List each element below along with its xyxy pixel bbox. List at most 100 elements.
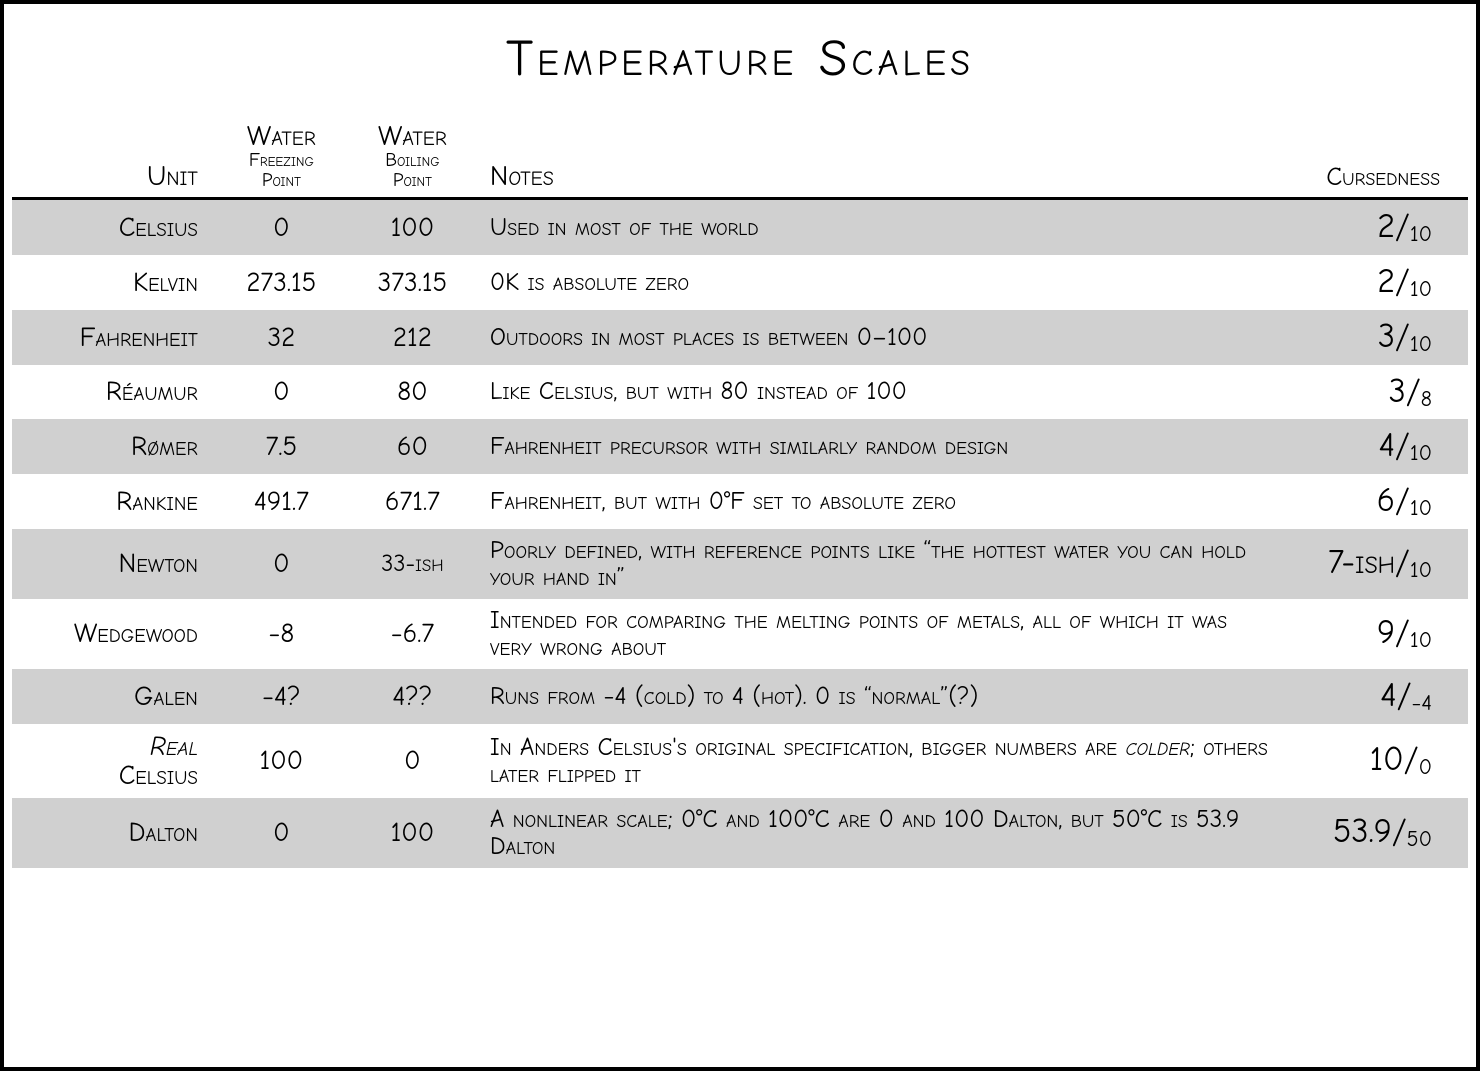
cell-freezing: 0 bbox=[216, 365, 347, 420]
cell-unit: Newton bbox=[12, 529, 216, 599]
cursedness-numerator: 6 bbox=[1377, 480, 1395, 520]
cell-notes: Fahrenheit, but with 0°F set to absolute… bbox=[478, 474, 1279, 529]
cell-boiling: 212 bbox=[347, 310, 478, 365]
cell-notes: In Anders Celsius's original specificati… bbox=[478, 724, 1279, 798]
cell-freezing: 0 bbox=[216, 798, 347, 868]
cell-freezing: −8 bbox=[216, 599, 347, 669]
cell-notes: Used in most of the world bbox=[478, 199, 1279, 255]
cell-unit: Galen bbox=[12, 669, 216, 724]
cell-boiling: 100 bbox=[347, 199, 478, 255]
cell-boiling: 60 bbox=[347, 419, 478, 474]
cursedness-numerator: 3 bbox=[1389, 371, 1406, 411]
cell-cursedness: 2/10 bbox=[1279, 255, 1468, 310]
cell-freezing: 273.15 bbox=[216, 255, 347, 310]
cell-freezing: 0 bbox=[216, 199, 347, 255]
col-header-boiling-line2: Boiling bbox=[357, 151, 468, 171]
cursedness-denominator: 10 bbox=[1410, 331, 1432, 357]
cursedness-numerator: 53.9 bbox=[1333, 811, 1392, 851]
col-header-notes: Notes bbox=[478, 114, 1279, 199]
table-body: Celsius0100Used in most of the world2/10… bbox=[12, 199, 1468, 868]
cell-boiling: 671.7 bbox=[347, 474, 478, 529]
col-header-cursedness: Cursedness bbox=[1279, 114, 1468, 199]
cell-cursedness: 6/10 bbox=[1279, 474, 1468, 529]
table-row: Rømer7.560Fahrenheit precursor with simi… bbox=[12, 419, 1468, 474]
table-row: Dalton0100A nonlinear scale; 0°C and 100… bbox=[12, 798, 1468, 868]
table-row: Celsius0100Used in most of the world2/10 bbox=[12, 199, 1468, 255]
page-title: Temperature Scales bbox=[12, 28, 1468, 88]
table-header-row: Unit Water Freezing Point Water Boiling … bbox=[12, 114, 1468, 199]
cell-unit: RealCelsius bbox=[12, 724, 216, 798]
cell-unit: Réaumur bbox=[12, 365, 216, 420]
table-row: Kelvin273.15373.150K is absolute zero2/1… bbox=[12, 255, 1468, 310]
col-header-boiling-line1: Water bbox=[357, 122, 468, 151]
cell-freezing: 0 bbox=[216, 529, 347, 599]
cell-notes: Poorly defined, with reference points li… bbox=[478, 529, 1279, 599]
cursedness-numerator: 4 bbox=[1380, 675, 1396, 715]
cursedness-denominator: 10 bbox=[1410, 557, 1432, 583]
cell-unit: Rømer bbox=[12, 419, 216, 474]
col-header-boiling: Water Boiling Point bbox=[347, 114, 478, 199]
cell-unit: Kelvin bbox=[12, 255, 216, 310]
cursedness-numerator: 7-ish bbox=[1328, 542, 1395, 582]
cell-cursedness: 10/0 bbox=[1279, 724, 1468, 798]
cell-cursedness: 53.9/50 bbox=[1279, 798, 1468, 868]
table-row: Fahrenheit32212Outdoors in most places i… bbox=[12, 310, 1468, 365]
cell-notes: Outdoors in most places is between 0–100 bbox=[478, 310, 1279, 365]
table-row: Rankine491.7671.7Fahrenheit, but with 0°… bbox=[12, 474, 1468, 529]
table-row: Wedgewood−8−6.7Intended for comparing th… bbox=[12, 599, 1468, 669]
cell-notes: A nonlinear scale; 0°C and 100°C are 0 a… bbox=[478, 798, 1279, 868]
cell-notes: Like Celsius, but with 80 instead of 100 bbox=[478, 365, 1279, 420]
cell-boiling: −6.7 bbox=[347, 599, 478, 669]
cell-unit: Dalton bbox=[12, 798, 216, 868]
cell-cursedness: 4/10 bbox=[1279, 419, 1468, 474]
cursedness-denominator: 0 bbox=[1419, 754, 1432, 780]
cell-boiling: 373.15 bbox=[347, 255, 478, 310]
col-header-boiling-line3: Point bbox=[357, 171, 468, 191]
comic-panel: Temperature Scales Unit Water Freezing P… bbox=[0, 0, 1480, 1071]
cursedness-denominator: 10 bbox=[1410, 440, 1432, 466]
cell-freezing: −4? bbox=[216, 669, 347, 724]
cell-cursedness: 9/10 bbox=[1279, 599, 1468, 669]
cell-cursedness: 3/10 bbox=[1279, 310, 1468, 365]
cell-cursedness: 2/10 bbox=[1279, 199, 1468, 255]
cell-boiling: 33-ish bbox=[347, 529, 478, 599]
cell-cursedness: 4/−4 bbox=[1279, 669, 1468, 724]
cursedness-denominator: 10 bbox=[1410, 627, 1432, 653]
cell-boiling: 100 bbox=[347, 798, 478, 868]
cell-unit: Wedgewood bbox=[12, 599, 216, 669]
cell-notes: Fahrenheit precursor with similarly rand… bbox=[478, 419, 1279, 474]
cell-unit: Rankine bbox=[12, 474, 216, 529]
cell-cursedness: 3/8 bbox=[1279, 365, 1468, 420]
cell-cursedness: 7-ish/10 bbox=[1279, 529, 1468, 599]
cell-freezing: 491.7 bbox=[216, 474, 347, 529]
cell-freezing: 100 bbox=[216, 724, 347, 798]
cell-unit: Fahrenheit bbox=[12, 310, 216, 365]
col-header-unit: Unit bbox=[12, 114, 216, 199]
cursedness-denominator: 10 bbox=[1410, 495, 1432, 521]
cursedness-numerator: 3 bbox=[1378, 316, 1395, 356]
cursedness-denominator: 10 bbox=[1410, 276, 1432, 302]
cell-boiling: 80 bbox=[347, 365, 478, 420]
cell-boiling: 0 bbox=[347, 724, 478, 798]
col-header-freezing: Water Freezing Point bbox=[216, 114, 347, 199]
table-row: Réaumur080Like Celsius, but with 80 inst… bbox=[12, 365, 1468, 420]
cell-unit: Celsius bbox=[12, 199, 216, 255]
cursedness-numerator: 2 bbox=[1377, 261, 1395, 301]
table-row: Galen−4?4??Runs from −4 (cold) to 4 (hot… bbox=[12, 669, 1468, 724]
cell-notes: 0K is absolute zero bbox=[478, 255, 1279, 310]
col-header-freezing-line1: Water bbox=[226, 122, 337, 151]
cell-boiling: 4?? bbox=[347, 669, 478, 724]
cursedness-denominator: 50 bbox=[1407, 826, 1432, 852]
cursedness-numerator: 9 bbox=[1377, 612, 1395, 652]
cell-notes: Runs from −4 (cold) to 4 (hot). 0 is “no… bbox=[478, 669, 1279, 724]
table-row: Newton033-ishPoorly defined, with refere… bbox=[12, 529, 1468, 599]
cursedness-denominator: 8 bbox=[1421, 386, 1432, 412]
cell-freezing: 32 bbox=[216, 310, 347, 365]
cursedness-denominator: −4 bbox=[1412, 690, 1432, 716]
col-header-freezing-line2: Freezing bbox=[226, 151, 337, 171]
temperature-scales-table: Unit Water Freezing Point Water Boiling … bbox=[12, 114, 1468, 868]
cursedness-numerator: 10 bbox=[1370, 739, 1404, 779]
cell-freezing: 7.5 bbox=[216, 419, 347, 474]
cursedness-numerator: 4 bbox=[1379, 425, 1395, 465]
cursedness-numerator: 2 bbox=[1377, 206, 1395, 246]
